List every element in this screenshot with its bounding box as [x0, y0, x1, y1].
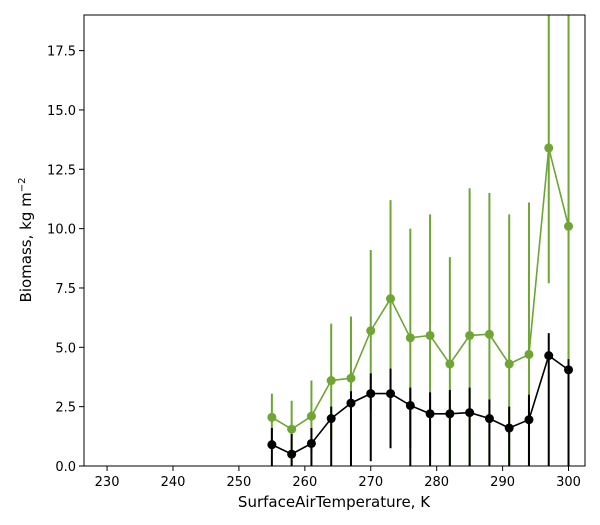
x-tick-label: 240: [161, 475, 186, 490]
series-line: [271, 147, 570, 431]
data-point: [524, 349, 534, 359]
x-tick-label: 290: [490, 475, 515, 490]
y-tick-label: 7.5: [55, 282, 76, 297]
data-point: [445, 359, 455, 369]
data-point: [267, 412, 277, 422]
x-tick-label: 230: [95, 475, 120, 490]
data-point: [346, 398, 356, 408]
data-point: [287, 424, 297, 434]
data-point: [386, 294, 396, 304]
data-point: [326, 414, 336, 424]
x-tick-label: 270: [358, 475, 383, 490]
data-point: [306, 411, 316, 421]
plot-frame: [83, 14, 586, 467]
data-point: [445, 409, 455, 419]
x-tick-label: 260: [292, 475, 317, 490]
y-axis: 0.0 2.5 5.0 7.5 10.0 12.5 15.0 17.5: [47, 45, 84, 475]
y-axis-title: Biomass, kg m−2: [17, 178, 35, 303]
x-tick-label: 300: [556, 475, 581, 490]
data-point: [405, 400, 415, 410]
data-point: [425, 409, 435, 419]
data-point: [504, 359, 514, 369]
data-point: [544, 143, 554, 153]
data-point: [366, 389, 376, 399]
series-line: [271, 354, 569, 456]
data-point: [564, 365, 574, 375]
y-tick-label: 15.0: [47, 104, 76, 119]
data-point: [564, 221, 574, 231]
y-axis-title-main: Biomass, kg m: [17, 192, 35, 302]
x-axis: 230 240 250 260 270 280 290 300: [95, 466, 581, 490]
x-tick-label: 250: [227, 475, 252, 490]
data-point: [346, 373, 356, 383]
y-tick-label: 12.5: [47, 163, 76, 178]
data-point: [504, 423, 514, 433]
y-tick-label: 17.5: [47, 45, 76, 60]
data-point: [484, 414, 494, 424]
plot-background: [84, 15, 585, 466]
data-point: [287, 449, 297, 459]
y-tick-label: 2.5: [55, 401, 76, 416]
data-point: [386, 389, 396, 399]
y-tick-label: 5.0: [55, 341, 76, 356]
data-point: [326, 376, 336, 386]
x-tick-label: 280: [424, 475, 449, 490]
series-layer: [267, 15, 574, 466]
data-point: [465, 408, 475, 418]
y-tick-label: 10.0: [47, 223, 76, 238]
x-axis-title: SurfaceAirTemperature, K: [238, 493, 431, 511]
series-2: [267, 333, 574, 466]
data-point: [544, 351, 554, 361]
data-point: [306, 438, 316, 448]
data-point: [524, 415, 534, 425]
data-point: [267, 440, 277, 450]
y-axis-title-superscript: −2: [17, 178, 28, 193]
data-point: [366, 326, 376, 336]
data-point: [465, 330, 475, 340]
data-point: [425, 330, 435, 340]
y-tick-label: 0.0: [55, 460, 76, 475]
data-point: [484, 329, 494, 339]
data-point: [405, 333, 415, 343]
